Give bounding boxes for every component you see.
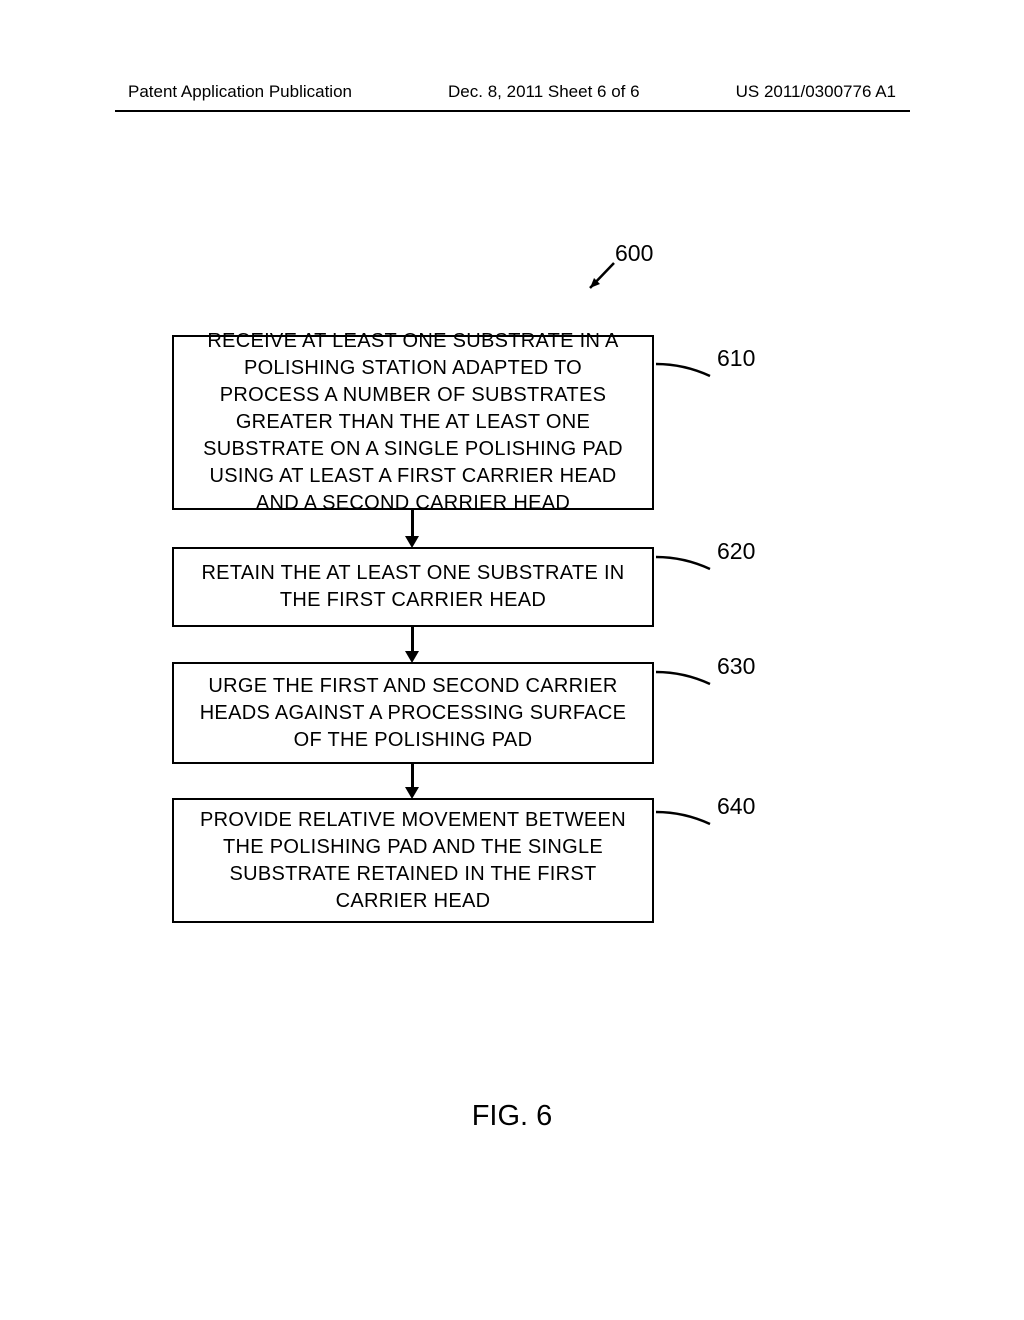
ref-label-630: 630 [717, 653, 755, 680]
flowchart-box-630: URGE THE FIRST AND SECOND CARRIER HEADS … [172, 662, 654, 764]
ref-630-connector [654, 670, 714, 694]
flowchart-box-610: RECEIVE AT LEAST ONE SUBSTRATE IN A POLI… [172, 335, 654, 510]
ref-label-620: 620 [717, 538, 755, 565]
flowchart-box-620: RETAIN THE AT LEAST ONE SUBSTRATE IN THE… [172, 547, 654, 627]
header-center-text: Dec. 8, 2011 Sheet 6 of 6 [448, 82, 640, 102]
box-610-text: RECEIVE AT LEAST ONE SUBSTRATE IN A POLI… [194, 328, 632, 517]
header-divider-line [115, 110, 910, 112]
ref-label-610: 610 [717, 345, 755, 372]
box-640-text: PROVIDE RELATIVE MOVEMENT BETWEEN THE PO… [194, 807, 632, 915]
ref-640-connector [654, 810, 714, 834]
header-left-text: Patent Application Publication [128, 82, 352, 102]
flowchart-box-640: PROVIDE RELATIVE MOVEMENT BETWEEN THE PO… [172, 798, 654, 923]
ref-610-connector [654, 362, 714, 386]
box-620-text: RETAIN THE AT LEAST ONE SUBSTRATE IN THE… [194, 560, 632, 614]
ref-label-640: 640 [717, 793, 755, 820]
ref-600-leader-arrow [580, 258, 622, 300]
ref-620-connector [654, 555, 714, 579]
box-630-text: URGE THE FIRST AND SECOND CARRIER HEADS … [194, 673, 632, 754]
patent-header: Patent Application Publication Dec. 8, 2… [0, 82, 1024, 102]
figure-label: FIG. 6 [0, 1100, 1024, 1133]
header-right-text: US 2011/0300776 A1 [736, 82, 896, 102]
